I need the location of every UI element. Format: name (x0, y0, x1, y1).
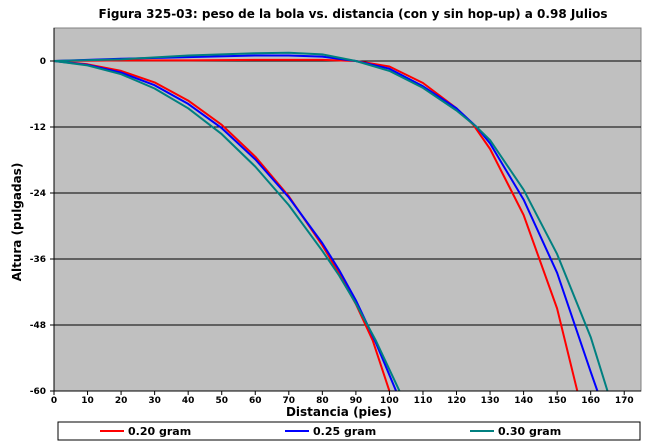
series-line-2-curve-1 (54, 60, 398, 391)
series-line-2-curve-2 (54, 54, 599, 391)
x-tick-label: 70 (283, 396, 296, 406)
y-tick-label: 0 (40, 57, 46, 67)
x-tick-label: 50 (215, 396, 228, 406)
x-tick-label: 130 (481, 396, 500, 406)
axes (50, 28, 641, 395)
x-tick-label: 120 (447, 396, 466, 406)
y-tick-label: -12 (30, 123, 46, 133)
legend-box (57, 421, 641, 441)
x-tick-label: 0 (51, 396, 57, 406)
x-axis-label: Distancia (pies) (286, 405, 392, 419)
x-tick-label: 170 (615, 396, 634, 406)
legend-label: 0.25 gram (313, 425, 376, 438)
series-line-1-curve-2 (54, 58, 579, 391)
y-axis-label: Altura (pulgadas) (10, 163, 24, 282)
legend-label: 0.30 gram (498, 425, 561, 438)
x-tick-label: 80 (316, 396, 329, 406)
y-tick-label: -60 (30, 387, 46, 397)
legend-label: 0.20 gram (128, 425, 191, 438)
x-tick-label: 60 (249, 396, 262, 406)
x-tick-label: 10 (81, 396, 94, 406)
y-tick-label: -48 (30, 321, 46, 331)
x-tick-label: 20 (115, 396, 128, 406)
x-tick-label: 40 (182, 396, 195, 406)
legend: 0.20 gram 0.25 gram 0.30 gram (57, 421, 641, 441)
y-tick-label: -24 (30, 189, 46, 199)
chart-title: Figura 325-03: peso de la bola vs. dista… (99, 7, 608, 21)
x-tick-label: 110 (414, 396, 433, 406)
series-line-3-curve-1 (54, 60, 401, 391)
plot-area (53, 27, 642, 392)
x-tick-label: 140 (514, 396, 533, 406)
x-tick-label: 90 (350, 396, 363, 406)
series-line-3-curve-2 (54, 51, 609, 391)
series-lines (54, 51, 609, 391)
y-tick-label: -36 (30, 255, 46, 265)
x-tick-label: 160 (581, 396, 600, 406)
tick-labels: 0 -12 -24 -36 -48 -60 0 10 20 30 40 50 60 70 80 90 100 11… (30, 57, 634, 406)
x-tick-label: 100 (380, 396, 399, 406)
x-tick-label: 30 (148, 396, 161, 406)
x-tick-label: 150 (548, 396, 567, 406)
